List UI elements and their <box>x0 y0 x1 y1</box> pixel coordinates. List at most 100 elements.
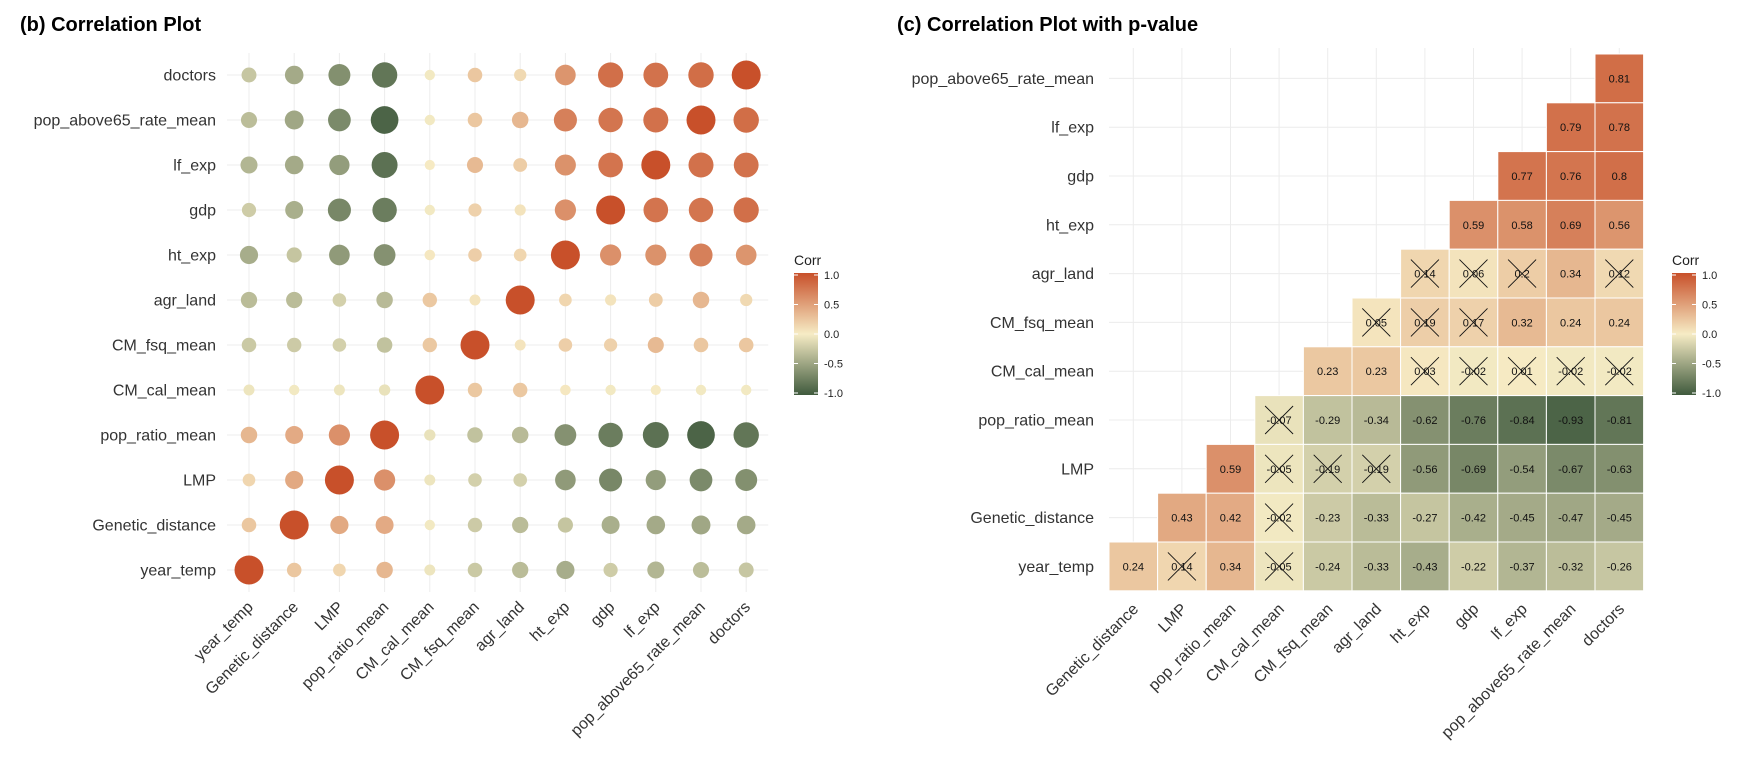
panel-c-tile-label: 0.59 <box>1463 220 1484 232</box>
panel-c-tile-label: -0.33 <box>1364 561 1389 573</box>
panel-b-corr-circle <box>646 515 666 535</box>
colorbar-tick-label: -0.5 <box>1702 359 1721 371</box>
panel-c-x-tick-label: pop_ratio_mean <box>1146 601 1240 695</box>
panel-c-insignificant-cross <box>1361 454 1391 484</box>
panel-b-corr-circle <box>242 473 256 487</box>
panel-c-tile-label: 0.23 <box>1317 366 1338 378</box>
panel-b-corr-circle <box>424 69 435 81</box>
panel-b-corr-circle <box>370 106 399 134</box>
panel-c-tile <box>1351 346 1402 397</box>
panel-b-corr-circle <box>512 516 529 534</box>
panel-b-corr-circle <box>378 384 391 396</box>
panel-c-x-tick-label: ht_exp <box>1388 601 1434 647</box>
panel-c-tile <box>1448 492 1499 543</box>
panel-c-tile-label: -0.19 <box>1364 464 1389 476</box>
panel-c-tile-label: -0.02 <box>1461 366 1486 378</box>
panel-b-corr-circle <box>648 293 663 307</box>
panel-c-y-tick-label: gdp <box>1067 169 1094 186</box>
panel-b-x-tick-label: gdp <box>588 599 619 630</box>
panel-c-tile-label: -0.32 <box>1558 561 1583 573</box>
panel-b-corr-circle <box>241 202 257 218</box>
panel-b-corr-circle <box>371 62 398 88</box>
panel-b-corr-circle <box>514 204 526 216</box>
panel-c-tile-label: -0.42 <box>1461 513 1486 525</box>
panel-b-corr-circle <box>647 336 664 354</box>
panel-c-insignificant-cross <box>1507 259 1537 288</box>
panel-c-y-tick-label: agr_land <box>1032 266 1094 283</box>
panel-b-corr-circle <box>468 473 482 487</box>
colorbar-tick-label: -0.5 <box>824 359 843 371</box>
panel-b-corr-circle <box>598 62 624 88</box>
panel-b-corr-circle <box>514 68 527 82</box>
panel-c-insignificant-cross <box>1264 552 1294 581</box>
panel-b-corr-circle <box>555 64 576 86</box>
panel-c-y-tick-label: pop_ratio_mean <box>978 413 1094 430</box>
panel-c-tile-label: 0.79 <box>1560 122 1581 134</box>
panel-c-tile <box>1302 492 1353 543</box>
panel-b-corr-circle <box>505 285 535 315</box>
panel-b-corr-circle <box>692 561 710 579</box>
panel-c-tile <box>1351 541 1402 592</box>
panel-c-insignificant-cross <box>1264 503 1294 532</box>
panel-b-corr-circle <box>643 107 669 133</box>
panel-b-corr-circle <box>688 197 714 223</box>
panel-c-tile <box>1594 395 1645 445</box>
panel-c-y-tick-label: LMP <box>1061 461 1094 478</box>
panel-b-corr-circle <box>605 384 616 396</box>
panel-c-tile-label: 0.05 <box>1366 317 1387 329</box>
panel-b-corr-circle <box>287 337 302 353</box>
panel-b-x-tick-label: lf_exp <box>621 599 663 641</box>
panel-b-corr-circle <box>598 152 623 178</box>
panel-b-corr-circle <box>645 469 666 491</box>
panel-b-corr-circle <box>329 154 350 176</box>
panel-b-corr-circle <box>371 152 398 178</box>
colorbar-tick-label: -1.0 <box>824 388 843 400</box>
panel-b-corr-circle <box>693 337 709 353</box>
panel-c-tile-label: 0.8 <box>1612 171 1627 183</box>
panel-b-corr-circle <box>596 195 626 225</box>
panel-b-corr-circle <box>736 515 756 535</box>
panel-b-corr-circle <box>513 382 528 398</box>
panel-b-corr-circle <box>689 468 713 492</box>
colorbar-tick-label: 1.0 <box>1702 270 1717 282</box>
panel-b-corr-circle <box>738 337 754 353</box>
panel-b-x-tick-label: CM_fsq_mean <box>397 599 483 685</box>
panel-c-tile <box>1594 492 1645 543</box>
panel-b-corr-circle <box>285 470 304 490</box>
panel-b-corr-circle <box>599 244 622 266</box>
panel-b-corr-circle <box>286 291 303 309</box>
panel-c-insignificant-cross <box>1410 356 1440 386</box>
colorbar-tick-label: 1.0 <box>824 270 839 282</box>
panel-c-x-tick-label: LMP <box>1155 601 1190 636</box>
panel-b-corr-circle <box>733 422 759 448</box>
panel-c-tile <box>1205 492 1256 543</box>
panel-b-corr-circle <box>467 112 483 128</box>
panel-b-corr-circle <box>373 244 396 266</box>
panel-b-corr-circle <box>733 107 759 133</box>
panel-b-corr-circle <box>513 158 528 172</box>
panel-b-corr-circle <box>738 562 754 578</box>
panel-b-corr-circle <box>424 429 436 441</box>
panel-c-insignificant-cross <box>1410 259 1440 288</box>
panel-c-x-tick-label: lf_exp <box>1489 601 1531 643</box>
panel-b-corr-circle <box>688 152 714 178</box>
panel-b-corr-circle <box>460 330 490 360</box>
panel-b-corr-circle <box>695 384 707 396</box>
panel-b-corr-circle <box>601 516 620 534</box>
panel-b-corr-circle <box>735 244 757 266</box>
panel-c-tile <box>1545 492 1596 543</box>
panel-b-corr-circle <box>424 204 435 216</box>
panel-b-legend-title: Corr <box>794 252 822 268</box>
panel-c-legend: Corr 1.0 0.5 0.0 -0.5 -1.0 <box>1672 252 1721 400</box>
panel-c-x-tick-label: doctors <box>1579 601 1628 650</box>
panel-b-corr-circle <box>598 107 623 133</box>
panel-c-tile-label: 0.17 <box>1463 317 1484 329</box>
panel-b-y-tick-label: pop_above65_rate_mean <box>34 113 216 130</box>
panel-b-corr-circle <box>241 337 257 353</box>
panel-c-tile <box>1545 541 1596 592</box>
colorbar-tick-label: 0.5 <box>824 300 839 312</box>
panel-b-y-tick-label: ht_exp <box>168 248 216 265</box>
panel-c-tile <box>1594 102 1645 153</box>
